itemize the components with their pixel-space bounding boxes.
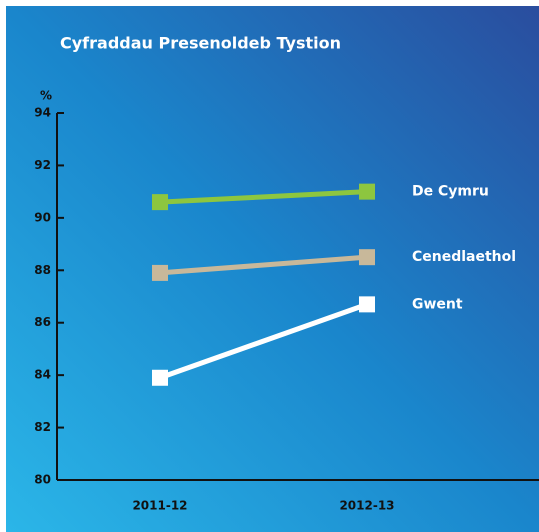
legend-label: Gwent — [412, 296, 463, 312]
marker — [359, 249, 375, 266]
y-tick-label: 92 — [34, 158, 51, 172]
y-tick-label: 94 — [34, 106, 51, 120]
marker — [152, 369, 168, 386]
legend-label: Cenedlaethol — [412, 249, 516, 265]
y-tick-label: 80 — [34, 473, 51, 487]
y-axis-label: % — [40, 89, 52, 103]
y-tick-label: 84 — [34, 368, 51, 382]
y-tick-label: 82 — [34, 420, 51, 434]
marker — [359, 296, 375, 313]
y-tick-label: 90 — [34, 210, 51, 224]
marker — [359, 183, 375, 200]
marker — [152, 264, 168, 281]
x-tick-label: 2012-13 — [339, 499, 394, 513]
background — [6, 6, 539, 532]
marker — [152, 194, 168, 211]
legend-label: De Cymru — [412, 184, 489, 200]
x-tick-label: 2011-12 — [132, 499, 187, 513]
series-line — [159, 189, 368, 205]
chart-title: Cyfraddau Presenoldeb Tystion — [60, 34, 341, 53]
y-tick-label: 88 — [34, 263, 51, 277]
series-line — [159, 302, 368, 381]
y-tick-label: 86 — [34, 315, 51, 329]
series-line — [159, 254, 368, 276]
